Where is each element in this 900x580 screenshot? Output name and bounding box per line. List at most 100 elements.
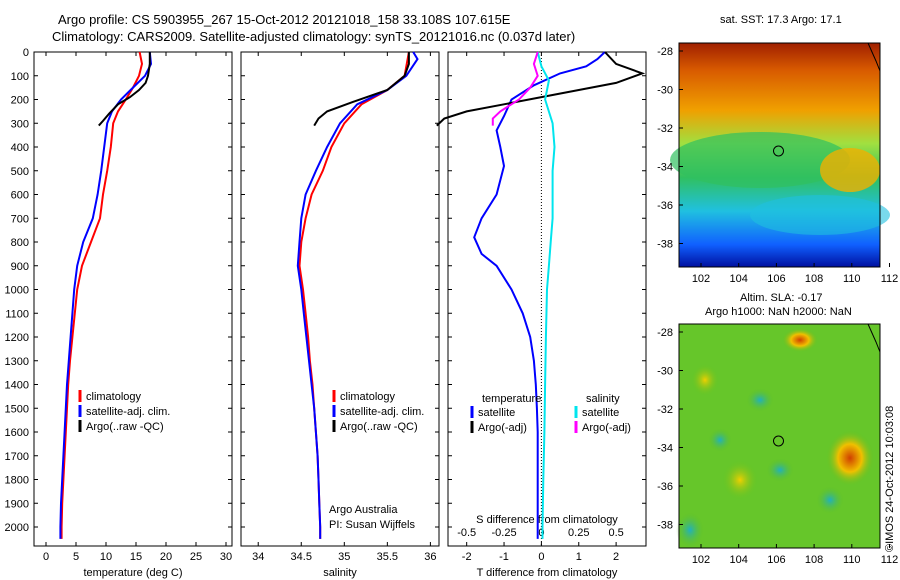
y-tick-label: 1200 <box>5 332 29 344</box>
y-tick-label: 2000 <box>5 522 29 534</box>
series-line-satellite <box>536 51 556 539</box>
sst-map-title: sat. SST: 17.3 Argo: 17.1 <box>720 14 842 26</box>
panel-annotation: Argo Australia <box>329 504 398 516</box>
series-line-argo---raw--qc- <box>313 52 410 127</box>
map-x-tick-label: 102 <box>692 554 710 566</box>
map-y-tick-label: -28 <box>657 327 673 339</box>
y-tick-label: 1800 <box>5 475 29 487</box>
x-tick-label: 35 <box>338 551 350 563</box>
y-tick-label: 1400 <box>5 380 29 392</box>
map-y-tick-label: -30 <box>657 85 673 97</box>
y-tick-label: 1900 <box>5 498 29 510</box>
map-x-tick-label: 112 <box>881 554 899 566</box>
map-x-tick-label: 108 <box>805 273 823 285</box>
legend-title-temperature: temperature <box>482 393 541 405</box>
x-tick-label: -1 <box>499 551 509 563</box>
legend-label: satellite-adj. clim. <box>86 406 170 418</box>
x-axis-label: temperature (deg C) <box>83 567 182 579</box>
map-x-tick-label: 104 <box>730 273 748 285</box>
x-tick-label: 20 <box>160 551 172 563</box>
map-x-tick-label: 110 <box>843 554 861 566</box>
sla-map-axes: 102 104 106 108 110 112 -28 -30 -32 -34 -36 -38 <box>657 323 899 566</box>
coastline <box>867 42 881 72</box>
x-axis-label: T difference from climatology <box>477 567 618 579</box>
sla-map-title-2: Argo h1000: NaN h2000: NaN <box>705 306 852 318</box>
y-tick-label: 900 <box>11 261 29 273</box>
map-y-tick-label: -32 <box>657 404 673 416</box>
s-tick-label: 0.5 <box>608 527 623 539</box>
footer-stamp: ©IMOS 24-Oct-2012 10:03:08 <box>884 405 896 552</box>
sla-map <box>676 323 881 549</box>
series-line-satellite-adj--clim- <box>296 51 419 539</box>
y-tick-label: 300 <box>11 118 29 130</box>
x-tick-label: 25 <box>190 551 202 563</box>
y-tick-label: 200 <box>11 95 29 107</box>
header-line-1: Argo profile: CS 5903955_267 15-Oct-2012… <box>58 12 511 27</box>
panel-annotation: PI: Susan Wijffels <box>329 519 415 531</box>
series-line-argo--adj- <box>491 51 539 126</box>
x-tick-label: 2 <box>613 551 619 563</box>
x-tick-label: 1 <box>576 551 582 563</box>
map-x-tick-label: 110 <box>843 273 861 285</box>
temperature-profile: 0 5 10 15 20 25 300100200300400500600700800900… <box>5 47 233 579</box>
map-y-tick-label: -32 <box>657 123 673 135</box>
x-tick-label: 0 <box>538 551 544 563</box>
y-tick-label: 400 <box>11 142 29 154</box>
y-tick-label: 1000 <box>5 285 29 297</box>
x-tick-label: 15 <box>130 551 142 563</box>
y-tick-label: 1500 <box>5 403 29 415</box>
map-x-tick-label: 106 <box>767 273 785 285</box>
map-y-tick-label: -34 <box>657 162 673 174</box>
legend-label: climatology <box>340 391 396 403</box>
map-y-tick-label: -38 <box>657 520 673 532</box>
x-tick-label: 0 <box>43 551 49 563</box>
legend-label: climatology <box>86 391 142 403</box>
map-y-tick-label: -36 <box>657 481 673 493</box>
legend-label: Argo(..raw -QC) <box>86 421 164 433</box>
map-x-tick-label: 102 <box>692 273 710 285</box>
x-tick-label: 35.5 <box>377 551 398 563</box>
x-tick-label: 10 <box>100 551 112 563</box>
x-tick-label: 5 <box>73 551 79 563</box>
s-tick-label: 0.25 <box>568 527 589 539</box>
y-tick-label: 1700 <box>5 451 29 463</box>
map-y-tick-label: -30 <box>657 366 673 378</box>
map-x-tick-label: 108 <box>805 554 823 566</box>
plot-frame <box>240 51 440 547</box>
series-line-argo--adj- <box>436 51 646 127</box>
sla-map-title-1: Altim. SLA: -0.17 <box>740 292 823 304</box>
s-tick-label: 0 <box>538 527 544 539</box>
y-tick-label: 100 <box>11 71 29 83</box>
legend-label: Argo(..raw -QC) <box>340 421 418 433</box>
legend-label: satellite-adj. clim. <box>340 406 424 418</box>
sst-map-axes: 102 104 106 108 110 112 -28 -30 -32 -34 -36 -38 <box>657 42 899 285</box>
y-tick-label: 800 <box>11 237 29 249</box>
map-x-tick-label: 104 <box>730 554 748 566</box>
s-tick-label: -0.5 <box>457 527 476 539</box>
argo-location-marker <box>773 435 784 447</box>
series-line-argo---raw--qc- <box>98 52 151 127</box>
map-y-tick-label: -36 <box>657 200 673 212</box>
x-tick-label: 34.5 <box>291 551 312 563</box>
y-tick-label: 600 <box>11 190 29 202</box>
x-label-top: S difference from climatology <box>476 514 618 526</box>
header-line-2: Climatology: CARS2009. Satellite-adjuste… <box>52 29 576 44</box>
legend-label: Argo(-adj) <box>582 422 631 434</box>
coastline <box>867 323 881 353</box>
y-tick-label: 1300 <box>5 356 29 368</box>
map-x-tick-label: 112 <box>881 273 899 285</box>
y-tick-label: 500 <box>11 166 29 178</box>
map-y-tick-label: -38 <box>657 239 673 251</box>
legend-label: satellite <box>478 407 515 419</box>
s-tick-label: -0.25 <box>491 527 516 539</box>
map-y-tick-label: -28 <box>657 46 673 58</box>
salinity-profile: 34 34.5 35 35.5 36 salinity climatology satelli… <box>240 51 440 579</box>
x-tick-label: 30 <box>220 551 232 563</box>
series-line-satellite-adj--clim- <box>59 51 153 539</box>
x-tick-label: -2 <box>462 551 472 563</box>
map-y-tick-label: -34 <box>657 443 673 455</box>
y-tick-label: 1100 <box>5 308 29 320</box>
legend-label: satellite <box>582 407 619 419</box>
argo-location-marker <box>773 145 784 157</box>
